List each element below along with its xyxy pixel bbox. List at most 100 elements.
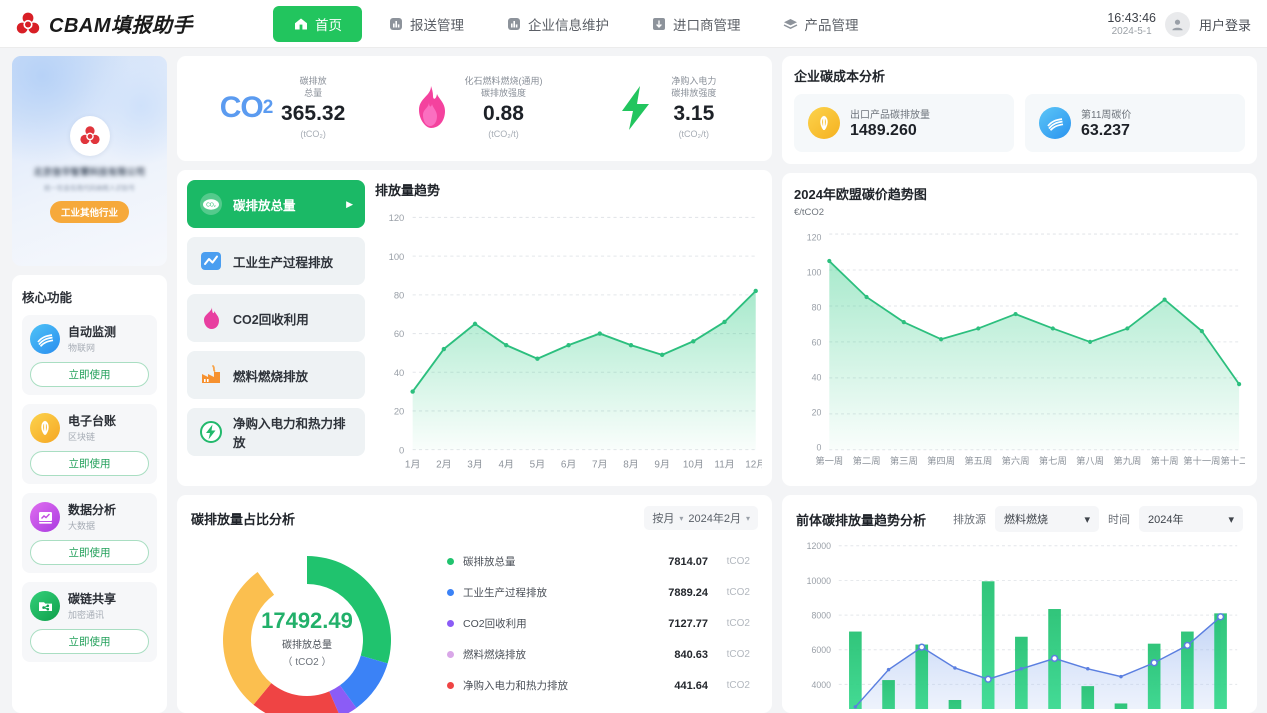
chart-image-icon [30,502,60,532]
emission-share-title: 碳排放量占比分析 [191,511,296,527]
function-item-chain-share[interactable]: 碳链共享 加密通讯 立即使用 [22,582,157,662]
function-name: 碳链共享 [68,591,117,606]
legend-dot [447,558,454,565]
legend-row: 碳排放总量 7814.07 tCO2 [447,554,750,569]
function-use-button[interactable]: 立即使用 [30,362,149,387]
precursor-chart: 4000 6000 8000 10000 12000 [796,538,1243,710]
emission-type-tabs: CO₂ 碳排放总量 ▶ 工业生产过程排放 CO2回收利用 [187,180,365,476]
eu-price-card: 2024年欧盟碳价趋势图 €/tCO2 0 20 40 60 80 100 120 第一周 第二… [782,173,1257,486]
clock-time: 16:43:46 [1107,10,1156,25]
cost-value: 63.237 [1081,122,1130,139]
period-selector[interactable]: 按月 ▾ 2024年2月 ▾ [644,506,758,530]
kpi-electricity-intensity: 净购入电力 碳排放强度 3.15 (tCO₂/t) [570,76,760,141]
svg-text:80: 80 [394,290,404,301]
chevron-right-icon: ▶ [346,198,353,209]
cost-label: 第11周碳价 [1081,110,1132,121]
svg-text:第八周: 第八周 [1076,455,1104,466]
nav-item-importer[interactable]: 进口商管理 [635,7,757,41]
function-use-button[interactable]: 立即使用 [30,540,149,565]
tab-industrial-process[interactable]: 工业生产过程排放 [187,237,365,285]
legend-value: 7814.07 [668,555,708,568]
svg-text:40: 40 [394,367,404,378]
svg-text:80: 80 [812,303,822,313]
donut-legend: 碳排放总量 7814.07 tCO2 工业生产过程排放 7889.24 tCO2 CO2回收… [423,536,758,711]
legend-dot [447,651,454,658]
svg-text:10月: 10月 [683,458,704,470]
function-item-analytics[interactable]: 数据分析 大数据 立即使用 [22,493,157,573]
svg-text:第九周: 第九周 [1113,455,1141,466]
tab-label: 碳排放总量 [233,198,296,213]
core-functions-title: 核心功能 [22,291,73,305]
kpi-unit: (tCO₂) [300,129,326,140]
svg-text:4月: 4月 [498,458,513,470]
filter-source-select[interactable]: 燃料燃烧 ▾ [995,506,1099,532]
kpi-unit: (tCO₂/t) [678,129,710,140]
brand-logo[interactable]: CBAM填报助手 [14,9,193,38]
cost-box-weekly-price: 第11周碳价 63.237 [1025,94,1245,152]
tab-fuel-combustion[interactable]: 燃料燃烧排放 [187,351,365,399]
kpi-label-line2: 碳排放强度 [671,87,717,98]
function-name: 自动监测 [68,324,117,339]
cost-label: 出口产品碳排放量 [850,110,930,121]
coin-icon [808,107,840,139]
tab-net-purchased-power[interactable]: 净购入电力和热力排放 [187,408,365,456]
emission-trend-chart: 0 20 40 60 80 100 120 1月 2月 3月 4月 5月 6月 7月 8月 9月 10月 11月 1… [375,207,762,481]
svg-text:6000: 6000 [812,645,832,655]
industry-badge: 工业其他行业 [49,201,129,223]
nav-item-report[interactable]: 报送管理 [372,7,480,41]
company-name: 北京信华智慧科技有限公司 [33,167,146,177]
kpi-label-line1: 净购入电力 [671,75,717,86]
chevron-down-icon: ▾ [1084,513,1090,526]
function-use-button[interactable]: 立即使用 [30,629,149,654]
header-right: 16:43:46 2024-5-1 用户登录 [1107,0,1251,48]
svg-text:2月: 2月 [436,458,451,470]
emission-trend-title: 排放量趋势 [375,183,441,198]
function-sub: 物联网 [68,342,96,353]
kpi-value: 0.88 [483,102,524,126]
tab-total-emission[interactable]: CO₂ 碳排放总量 ▶ [187,180,365,228]
svg-text:120: 120 [807,233,822,243]
svg-text:100: 100 [807,268,822,278]
function-item-auto-monitor[interactable]: 自动监测 物联网 立即使用 [22,315,157,395]
eu-price-chart: 0 20 40 60 80 100 120 第一周 第二周 第三周 第四周 第五周 第六周 第七周 第八周第… [794,226,1245,478]
nav-item-home[interactable]: 首页 [273,5,362,42]
legend-unit: tCO2 [726,556,750,567]
tab-co2-recycle[interactable]: CO2回收利用 [187,294,365,342]
carbon-cost-card: 企业碳成本分析 出口产品碳排放量 1489.260 第 [782,56,1257,164]
emission-trend-labels: 0 20 40 60 80 100 120 1月 2月 3月 4月 5月 6月 7月 8月 9月 10月 11月 1… [389,212,762,470]
user-avatar-icon[interactable] [1164,11,1190,37]
user-login-label[interactable]: 用户登录 [1198,17,1251,33]
co2-cloud-icon: CO₂ [199,192,223,216]
kpi-fossil-intensity: 化石燃料燃烧(通用) 碳排放强度 0.88 (tCO₂/t) [379,76,569,141]
nav-item-product[interactable]: 产品管理 [767,7,875,41]
legend-unit: tCO2 [726,618,750,629]
nav-item-enterprise[interactable]: 企业信息维护 [490,7,625,41]
legend-unit: tCO2 [726,587,750,598]
carbon-cost-title: 企业碳成本分析 [794,69,886,84]
donut-total-value: 17492.49 [261,608,353,633]
legend-label: 燃料燃烧排放 [463,649,526,661]
filter-time-select[interactable]: 2024年 ▾ [1139,506,1243,532]
kpi-label-line2: 碳排放强度 [480,87,526,98]
function-use-button[interactable]: 立即使用 [30,451,149,476]
svg-text:8000: 8000 [812,610,832,620]
svg-text:20: 20 [394,406,404,417]
chevron-down-icon-2: ▾ [745,513,750,523]
legend-row: 净购入电力和热力排放 441.64 tCO2 [447,678,750,693]
company-subtitle: 统一社会信用代码纳税人识别号 [44,185,135,192]
svg-text:60: 60 [812,338,822,348]
svg-text:CO₂: CO₂ [206,202,216,208]
emission-donut-chart: 17492.49 碳排放总量 （ tCO2 ） [191,536,423,713]
svg-text:第三周: 第三周 [890,455,918,466]
svg-text:8月: 8月 [623,458,638,470]
legend-dot [447,620,454,627]
filter-time-value: 2024年 [1148,514,1184,526]
donut-unit: （ tCO2 ） [282,657,332,668]
function-sub: 区块链 [68,431,96,442]
flame-pink-icon [199,306,223,330]
flame-icon [406,84,452,132]
donut-caption: 碳排放总量 [282,640,332,651]
function-item-ledger[interactable]: 电子台账 区块链 立即使用 [22,404,157,484]
legend-value: 441.64 [674,679,708,692]
function-sub: 加密通讯 [68,609,105,620]
